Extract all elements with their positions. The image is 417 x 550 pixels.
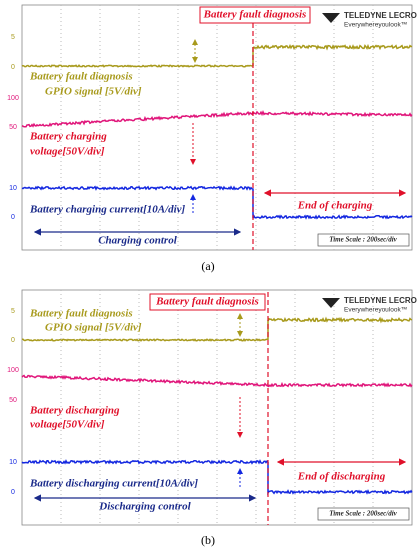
gpio-label: GPIO signal [5V/div] [45,86,142,98]
end-label: End of discharging [297,471,386,483]
y-tick-label: 0 [11,337,15,344]
y-tick-label: 0 [11,64,15,71]
title: Battery fault diagnosis [155,296,259,308]
time-scale: Time Scale : 200sec/div [329,510,397,518]
voltage-label: voltage[50V/div] [30,146,105,158]
y-tick-label: 100 [7,95,19,102]
gpio-label: Battery fault diagnosis [29,71,133,83]
y-tick-label: 10 [9,459,17,466]
y-tick-label: 10 [9,185,17,192]
y-tick-label: 5 [11,308,15,315]
gpio-label: Battery fault diagnosis [29,308,133,320]
voltage-label: voltage[50V/div] [30,419,105,431]
y-tick-label: 50 [9,397,17,404]
end-label: End of charging [297,200,373,212]
current-label: Battery charging current[10A/div] [29,204,186,216]
y-tick-label: 0 [11,214,15,221]
y-tick-label: 50 [9,124,17,131]
gpio-label: GPIO signal [5V/div] [45,322,142,334]
logo-brand: TELEDYNE LECROY [344,11,417,20]
logo-tagline: Everywhereyoulook™ [344,307,407,314]
caption: (a) [201,259,214,273]
current-label: Battery discharging current[10A/div] [29,478,198,490]
voltage-label: Battery discharging [29,405,120,417]
logo-brand: TELEDYNE LECROY [344,296,417,305]
caption: (b) [201,533,215,547]
voltage-label: Battery charging [29,131,107,143]
time-scale: Time Scale : 200sec/div [329,236,397,244]
title: Battery fault diagnosis [203,9,307,21]
control-label: Discharging control [98,501,191,513]
y-tick-label: 100 [7,367,19,374]
logo-tagline: Everywhereyoulook™ [344,22,407,29]
y-tick-label: 0 [11,489,15,496]
y-tick-label: 5 [11,34,15,41]
control-label: Charging control [98,235,177,247]
